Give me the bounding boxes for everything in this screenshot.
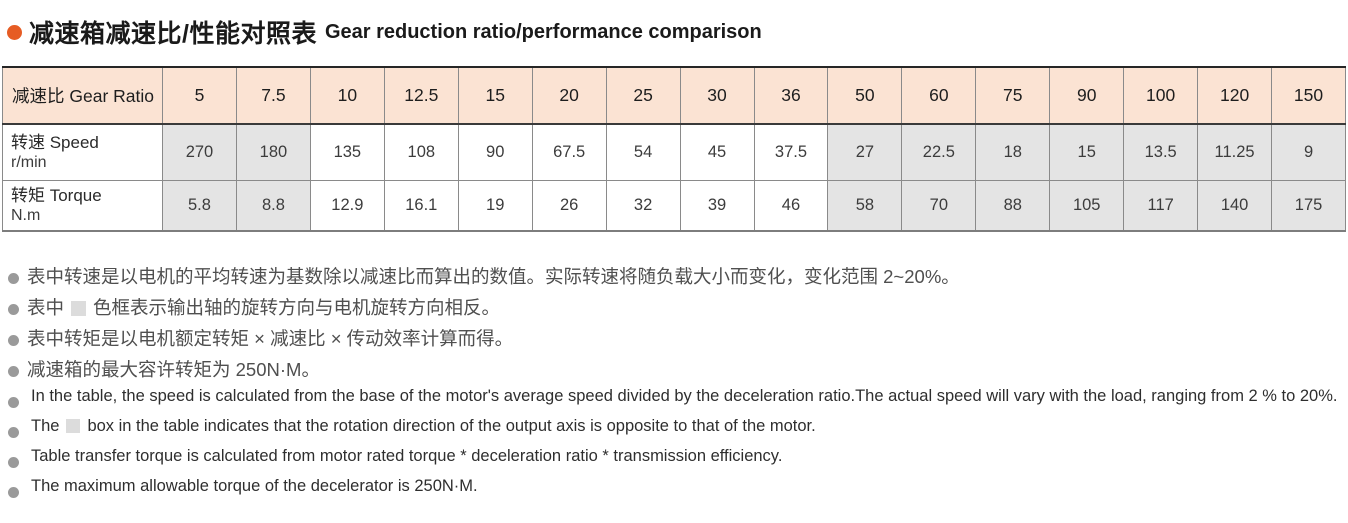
ratio-header-cell-7.5: 7.5 [235, 67, 311, 125]
ratio-header-cell-20: 20 [531, 67, 607, 125]
note-zh-2: 表中 色框表示输出轴的旋转方向与电机旋转方向相反。 [8, 294, 1348, 325]
gear-table: 减速比 Gear Ratio 5 7.5 10 12.5 15 20 25 30 36 50 60 75… [2, 66, 1346, 232]
torque-cell-ratio-5: 5.8 [162, 179, 237, 231]
speed-cell-ratio-30: 45 [679, 124, 754, 180]
header-row: 减速比 Gear Ratio 5 7.5 10 12.5 15 20 25 30 36 50 60 75… [2, 67, 1346, 125]
notes-section: 表中转速是以电机的平均转速为基数除以减速比而算出的数值。实际转速将随负载大小而变… [0, 263, 1348, 507]
ratio-header-cell-5: 5 [162, 67, 237, 125]
torque-cell-ratio-100: 117 [1123, 179, 1198, 231]
ratio-header-cell-100: 100 [1123, 67, 1198, 125]
note-text: 表中转矩是以电机额定转矩 × 减速比 × 传动效率计算而得。 [27, 328, 514, 349]
note-text: Table transfer torque is calculated from… [31, 447, 783, 465]
speed-cell-ratio-20: 67.5 [531, 124, 607, 180]
ratio-header-cell-90: 90 [1049, 67, 1124, 125]
speed-cell-ratio-12.5: 108 [383, 124, 459, 180]
ratio-header-cell-30: 30 [679, 67, 754, 125]
speed-cell-ratio-25: 54 [605, 124, 681, 180]
note-bullet-icon [8, 335, 19, 346]
note-text: 表中转速是以电机的平均转速为基数除以减速比而算出的数值。实际转速将随负载大小而变… [27, 266, 960, 287]
speed-cell-ratio-10: 135 [309, 124, 385, 180]
note-text: 表中 色框表示输出轴的旋转方向与电机旋转方向相反。 [27, 297, 501, 318]
torque-cell-ratio-36: 46 [753, 179, 828, 231]
ratio-header-cell-50: 50 [827, 67, 902, 125]
note-text: The maximum allowable torque of the dece… [31, 477, 478, 495]
gear-ratio-header-cell: 减速比 Gear Ratio [2, 67, 163, 125]
torque-cell-ratio-7.5: 8.8 [235, 179, 311, 231]
speed-cell-ratio-100: 13.5 [1123, 124, 1198, 180]
speed-cell-ratio-7.5: 180 [235, 124, 311, 180]
speed-cell-ratio-75: 18 [975, 124, 1050, 180]
note-bullet-icon [8, 456, 19, 468]
speed-cell-ratio-5: 270 [162, 124, 237, 180]
speed-cell-ratio-150: 9 [1271, 124, 1346, 180]
note-en-4: The maximum allowable torque of the dece… [8, 477, 1348, 507]
ratio-header-cell-25: 25 [605, 67, 681, 125]
torque-cell-ratio-12.5: 16.1 [383, 179, 459, 231]
gray-box-legend-swatch [71, 301, 87, 316]
torque-cell-ratio-90: 105 [1049, 179, 1124, 231]
ratio-header-cell-10: 10 [309, 67, 385, 125]
ratio-header-cell-15: 15 [457, 67, 533, 125]
speed-cell-ratio-60: 22.5 [901, 124, 976, 180]
torque-row-label: 转矩 Torque N.m [2, 179, 163, 231]
section-title: 减速箱减速比/性能对照表 Gear reduction ratio/perfor… [0, 14, 1348, 50]
note-zh-4: 减速箱的最大容许转矩为 250N·M。 [8, 356, 1348, 387]
ratio-header-cell-120: 120 [1197, 67, 1272, 125]
torque-cell-ratio-120: 140 [1197, 179, 1272, 231]
torque-cell-ratio-30: 39 [679, 179, 754, 231]
ratio-header-cell-75: 75 [975, 67, 1050, 125]
orange-bullet-icon [7, 24, 22, 40]
torque-cell-ratio-50: 58 [827, 179, 902, 231]
note-en-2: The box in the table indicates that the r… [8, 417, 1348, 447]
torque-row: 转矩 Torque N.m 5.8 8.8 12.9 16.1 19 26 32 39 46 58 70… [2, 179, 1346, 231]
speed-cell-ratio-36: 37.5 [753, 124, 828, 180]
gray-box-legend-swatch [66, 419, 81, 433]
note-bullet-icon [8, 273, 19, 284]
note-bullet-icon [8, 486, 19, 498]
torque-cell-ratio-20: 26 [531, 179, 607, 231]
speed-row-label: 转速 Speed r/min [2, 124, 163, 180]
note-text: The box in the table indicates that the r… [31, 417, 816, 435]
note-bullet-icon [8, 366, 19, 377]
torque-cell-ratio-75: 88 [975, 179, 1050, 231]
speed-cell-ratio-15: 90 [457, 124, 533, 180]
note-bullet-icon [8, 304, 19, 315]
datasheet-page: 减速箱减速比/性能对照表 Gear reduction ratio/perfor… [0, 14, 1348, 507]
speed-cell-ratio-120: 11.25 [1197, 124, 1272, 180]
speed-row: 转速 Speed r/min 270 180 135 108 90 67.5 54 45 37.5 2… [2, 124, 1346, 180]
note-text: In the table, the speed is calculated fr… [31, 387, 1338, 405]
note-en-1: In the table, the speed is calculated fr… [8, 387, 1348, 417]
note-text: 减速箱的最大容许转矩为 250N·M。 [27, 359, 320, 380]
torque-cell-ratio-15: 19 [457, 179, 533, 231]
ratio-header-cell-60: 60 [901, 67, 976, 125]
note-bullet-icon [8, 426, 19, 438]
torque-cell-ratio-150: 175 [1271, 179, 1346, 231]
page-title-en: Gear reduction ratio/performance compari… [324, 20, 762, 43]
ratio-header-cell-36: 36 [753, 67, 828, 125]
note-zh-1: 表中转速是以电机的平均转速为基数除以减速比而算出的数值。实际转速将随负载大小而变… [8, 263, 1348, 294]
note-zh-3: 表中转矩是以电机额定转矩 × 减速比 × 传动效率计算而得。 [8, 325, 1348, 356]
gear-table-body: 减速比 Gear Ratio 5 7.5 10 12.5 15 20 25 30 36 50 60 75… [2, 67, 1346, 231]
ratio-header-cell-12.5: 12.5 [383, 67, 459, 125]
note-bullet-icon [8, 396, 19, 408]
torque-cell-ratio-60: 70 [901, 179, 976, 231]
note-en-3: Table transfer torque is calculated from… [8, 447, 1348, 477]
speed-cell-ratio-50: 27 [827, 124, 902, 180]
speed-cell-ratio-90: 15 [1049, 124, 1124, 180]
page-title-zh: 减速箱减速比/性能对照表 [29, 20, 317, 48]
ratio-header-cell-150: 150 [1271, 67, 1346, 125]
torque-cell-ratio-10: 12.9 [309, 179, 385, 231]
torque-cell-ratio-25: 32 [605, 179, 681, 231]
